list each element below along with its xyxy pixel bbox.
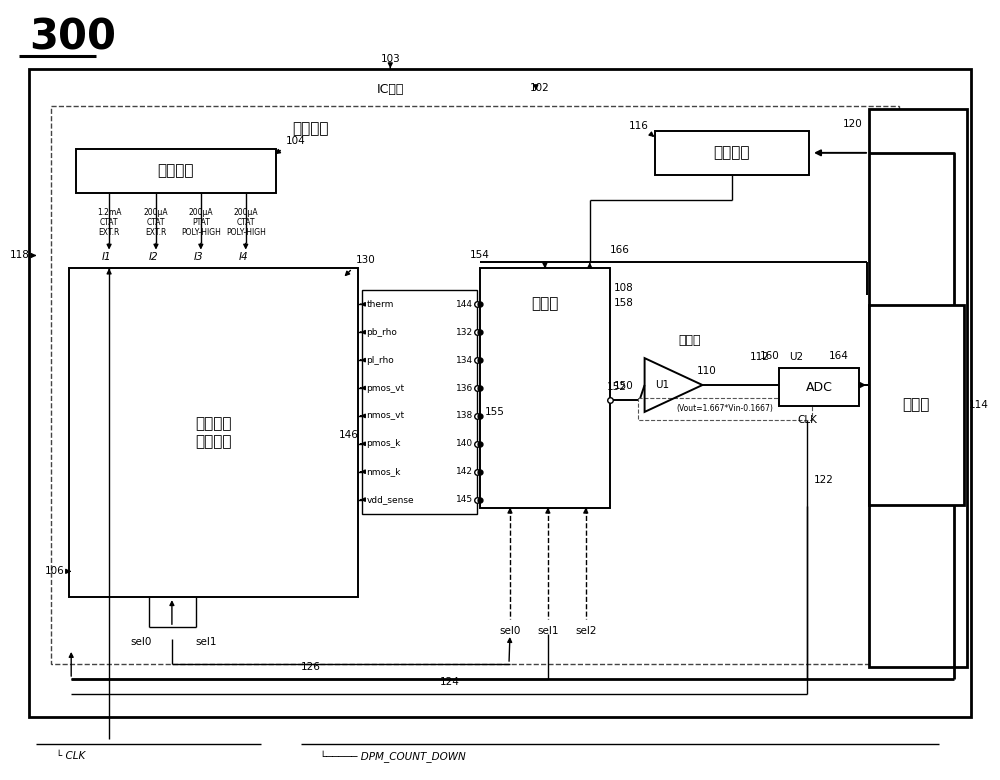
Text: └ CLK: └ CLK	[56, 750, 85, 760]
Text: nmos_vt: nmos_vt	[366, 411, 404, 420]
Text: sel0: sel0	[130, 637, 152, 647]
Text: 142: 142	[456, 467, 473, 477]
Text: 110: 110	[697, 366, 716, 376]
Text: 114: 114	[969, 400, 989, 410]
Text: 控制器: 控制器	[903, 398, 930, 413]
Text: I1: I1	[102, 253, 112, 263]
Text: IC芯片: IC芯片	[377, 83, 404, 96]
Text: U1: U1	[655, 380, 670, 390]
Text: 116: 116	[629, 121, 649, 131]
Text: therm: therm	[366, 300, 394, 309]
Text: U2: U2	[789, 352, 803, 362]
Text: 112: 112	[749, 352, 769, 362]
Text: ADC: ADC	[806, 381, 833, 394]
Text: 140: 140	[456, 439, 473, 448]
Text: 1.2mA
CTAT
EXT.R: 1.2mA CTAT EXT.R	[97, 207, 121, 237]
Text: sel2: sel2	[575, 626, 597, 636]
Text: 146: 146	[339, 430, 358, 440]
Text: vdd_sense: vdd_sense	[366, 495, 414, 504]
Text: I3: I3	[194, 253, 203, 263]
Bar	[480, 268, 610, 508]
Text: sel0: sel0	[499, 626, 521, 636]
Text: 136: 136	[456, 384, 473, 392]
Text: 138: 138	[456, 411, 473, 420]
Text: pl_rho: pl_rho	[366, 356, 394, 364]
Text: 144: 144	[456, 300, 473, 309]
Text: (Vout=1.667*Vin-0.1667): (Vout=1.667*Vin-0.1667)	[676, 405, 773, 413]
Text: sel1: sel1	[537, 626, 559, 636]
Text: 150: 150	[614, 381, 633, 391]
Bar	[51, 106, 899, 664]
Text: pmos_vt: pmos_vt	[366, 384, 404, 392]
Text: 154: 154	[470, 250, 490, 261]
Text: 122: 122	[814, 475, 834, 484]
Text: 132: 132	[456, 328, 473, 337]
Text: nmos_k: nmos_k	[366, 467, 401, 477]
Text: 108: 108	[614, 283, 633, 293]
Bar	[779, 368, 859, 406]
Text: 155: 155	[485, 407, 505, 417]
Text: 300: 300	[29, 16, 116, 58]
Text: 操作电路: 操作电路	[714, 145, 750, 161]
Bar	[76, 149, 276, 193]
Text: I4: I4	[239, 253, 248, 263]
Text: 103: 103	[380, 54, 400, 64]
Bar	[69, 268, 358, 597]
Text: 制程监控
感测电路: 制程监控 感测电路	[196, 417, 232, 449]
Bar	[869, 305, 964, 505]
Text: 200μA
CTAT
POLY-HIGH: 200μA CTAT POLY-HIGH	[226, 207, 266, 237]
Text: I2: I2	[149, 253, 159, 263]
Text: 145: 145	[456, 495, 473, 504]
Text: 106: 106	[44, 566, 64, 576]
Text: 118: 118	[9, 250, 29, 261]
Text: 152: 152	[607, 382, 627, 392]
Text: 130: 130	[355, 255, 375, 265]
Text: 104: 104	[286, 136, 305, 146]
Text: 126: 126	[301, 662, 320, 672]
Text: 多工器: 多工器	[531, 296, 559, 310]
Bar	[869, 109, 967, 667]
Text: 158: 158	[614, 298, 634, 308]
Bar	[655, 131, 809, 175]
Text: 放大器: 放大器	[678, 334, 701, 347]
Text: 134: 134	[456, 356, 473, 364]
Text: CLK: CLK	[797, 415, 817, 425]
Text: 200μA
CTAT
EXT.R: 200μA CTAT EXT.R	[144, 207, 168, 237]
Text: 160: 160	[759, 351, 779, 361]
Text: 166: 166	[610, 246, 630, 256]
Text: 164: 164	[829, 351, 849, 361]
Text: pb_rho: pb_rho	[366, 328, 397, 337]
Text: 102: 102	[530, 83, 550, 93]
Text: pmos_k: pmos_k	[366, 439, 401, 448]
Text: 200μA
PTAT
POLY-HIGH: 200μA PTAT POLY-HIGH	[181, 207, 221, 237]
Text: └───── DPM_COUNT_DOWN: └───── DPM_COUNT_DOWN	[320, 750, 466, 763]
Text: sel1: sel1	[195, 637, 217, 647]
Text: 制程监控: 制程监控	[292, 121, 329, 136]
Text: 124: 124	[440, 677, 460, 687]
Text: 120: 120	[843, 119, 863, 129]
Text: 偏压电路: 偏压电路	[158, 163, 194, 179]
Bar	[362, 290, 477, 513]
Bar	[638, 398, 812, 420]
Bar	[29, 69, 971, 717]
